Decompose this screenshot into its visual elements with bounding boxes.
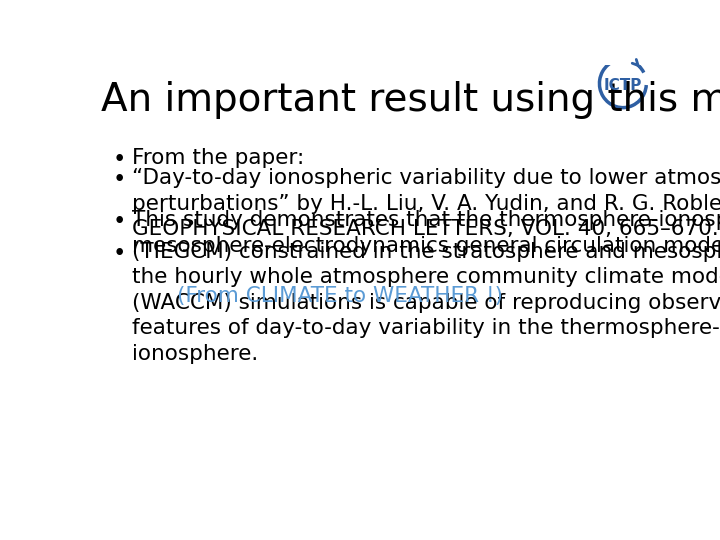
Text: (TIEGCM) constrained in the stratosphere and mesosphere by
the hourly whole atmo: (TIEGCM) constrained in the stratosphere… [132,241,720,364]
Text: •: • [112,148,126,171]
Text: •: • [112,241,126,265]
Text: (From CLIMATE to WEATHER !): (From CLIMATE to WEATHER !) [176,286,503,306]
Text: This study demonstrates that the thermosphere-ionosphere-
mesosphere-electrodyna: This study demonstrates that the thermos… [132,210,720,256]
Text: •: • [112,210,126,233]
Text: “Day-to-day ionospheric variability due to lower atmosphere
perturbations” by H.: “Day-to-day ionospheric variability due … [132,168,720,239]
Text: •: • [112,168,126,191]
Text: ICTP: ICTP [603,78,642,93]
Text: An important result using this model: An important result using this model [101,82,720,119]
Text: From the paper:: From the paper: [132,148,304,168]
